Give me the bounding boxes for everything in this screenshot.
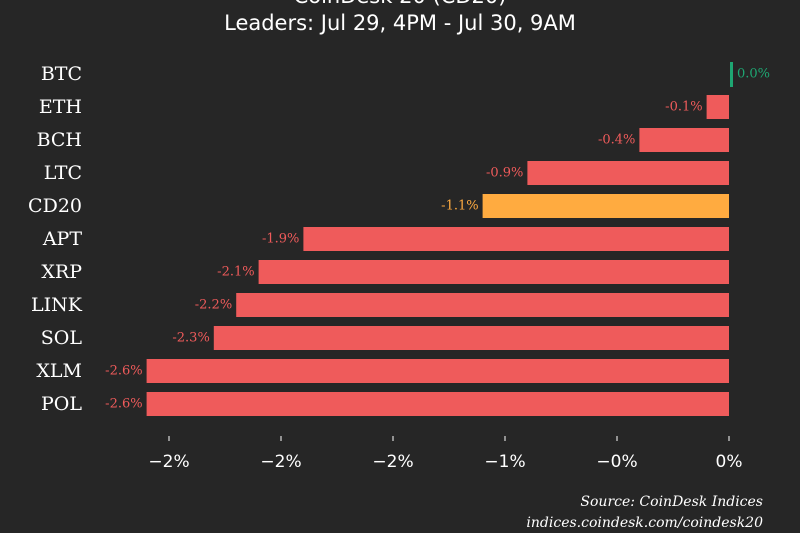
category-label-ltc: LTC [44,162,82,184]
bar-eth [706,95,729,119]
x-tick-label: −2% [260,452,301,472]
category-label-xlm: XLM [36,360,82,382]
category-label-xrp: XRP [41,261,82,283]
source-note: Source: CoinDesk Indices [580,494,763,510]
bar-cd20 [482,194,729,218]
value-label-apt: -1.9% [262,232,299,247]
category-label-pol: POL [41,393,82,415]
category-label-cd20: CD20 [28,195,82,217]
bar-link [236,293,729,317]
chart-title: CoinDesk 20 (CD20) [294,0,507,8]
x-axis: −2% −2% −2% −1% −0% 0% [148,436,742,472]
value-label-pol: -2.6% [105,397,142,412]
value-label-cd20: -1.1% [441,199,478,214]
value-label-xrp: -2.1% [217,265,254,280]
bar-btc [730,62,733,87]
bar-bch [639,128,729,152]
source-url: indices.coindesk.com/coindesk20 [526,515,763,531]
category-label-eth: ETH [39,96,82,118]
category-label-link: LINK [31,294,83,316]
value-label-bch: -0.4% [598,133,635,148]
value-label-sol: -2.3% [172,331,209,346]
value-label-xlm: -2.6% [105,364,142,379]
bar-pol [146,392,730,416]
bar-ltc [527,161,729,185]
category-label-btc: BTC [41,63,82,85]
x-tick-label: 0% [716,452,743,472]
x-tick-label: −0% [596,452,637,472]
bar-xrp [258,260,729,284]
category-label-apt: APT [42,228,83,250]
x-tick-label: −1% [484,452,525,472]
value-label-btc: 0.0% [737,67,770,82]
bar-xlm [146,359,730,383]
category-label-bch: BCH [37,129,82,151]
x-tick-label: −2% [372,452,413,472]
value-label-ltc: -0.9% [486,166,523,181]
value-label-link: -2.2% [195,298,232,313]
category-label-sol: SOL [41,327,83,349]
bar-sol [213,326,730,350]
x-tick-label: −2% [148,452,189,472]
bar-apt [303,227,729,251]
bars-group: BTC 0.0% ETH -0.1% BCH -0.4% LTC -0.9% CD20 -1.1%… [28,62,770,416]
chart-subtitle: Leaders: Jul 29, 4PM - Jul 30, 9AM [224,11,576,35]
value-label-eth: -0.1% [665,100,702,115]
